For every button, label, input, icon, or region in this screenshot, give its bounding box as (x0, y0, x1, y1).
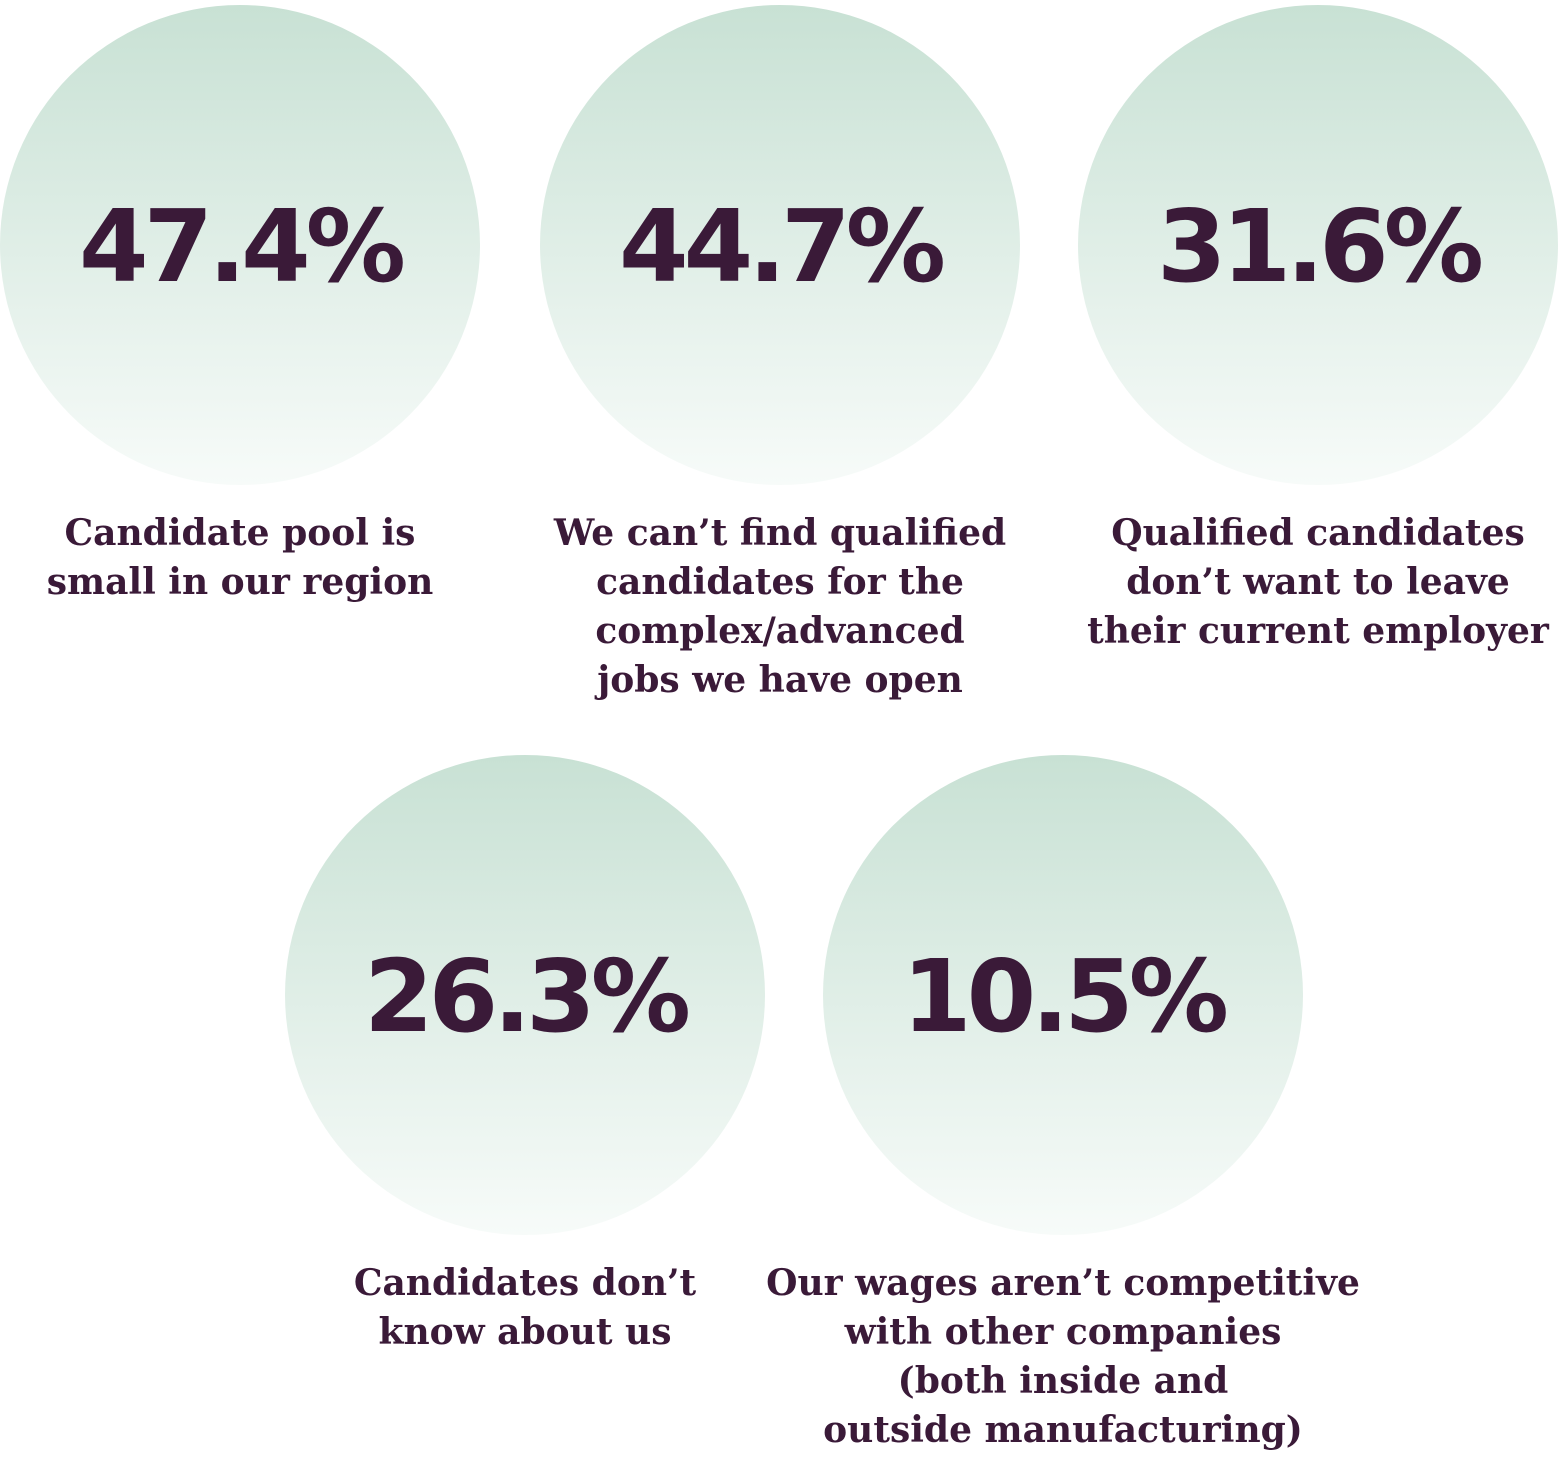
stat-label: Candidates don’t (354, 1262, 697, 1304)
stat-value: 26.3% (364, 938, 689, 1055)
stat-label: with other companies (844, 1311, 1282, 1353)
stat-value: 10.5% (902, 938, 1227, 1055)
stat-value: 47.4% (79, 188, 404, 305)
stat-value: 44.7% (619, 188, 944, 305)
stat-circle (0, 5, 480, 485)
stat-label: candidates for the (596, 561, 964, 603)
stat-label: Qualified candidates (1111, 512, 1525, 554)
stat-circle (823, 755, 1303, 1235)
stat-label: Our wages aren’t competitive (766, 1262, 1360, 1304)
stat-label: jobs we have open (594, 659, 963, 701)
stat-label: Candidate pool is (65, 512, 416, 554)
stat-label: (both inside and (898, 1360, 1229, 1402)
stat-value: 31.6% (1157, 188, 1482, 305)
stat-circle (1078, 5, 1558, 485)
stat-label: outside manufacturing) (823, 1409, 1303, 1451)
stat-label: don’t want to leave (1126, 561, 1510, 603)
stat-label: their current employer (1087, 610, 1550, 652)
stat-label: know about us (379, 1311, 672, 1353)
stat-label: small in our region (47, 561, 434, 603)
stat-label: We can’t find qualified (553, 512, 1006, 554)
stat-label: complex/advanced (595, 610, 964, 652)
stat-circle (540, 5, 1020, 485)
stat-circle (285, 755, 765, 1235)
